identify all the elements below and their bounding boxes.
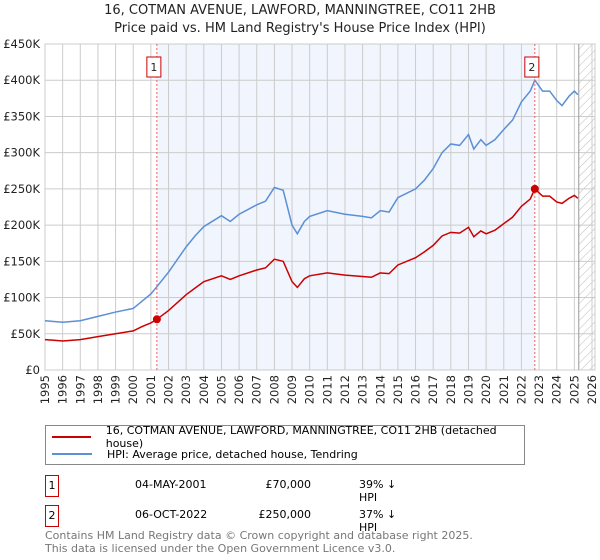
y-tick-label: £50K: [11, 327, 41, 341]
title-line: 16, COTMAN AVENUE, LAWFORD, MANNINGTREE,…: [104, 3, 496, 18]
sale-marker-label: 2: [528, 61, 535, 74]
legend-item-hpi: HPI: Average price, detached house, Tend…: [52, 446, 358, 462]
x-tick-label: 2020: [479, 375, 493, 404]
x-tick-label: 2003: [179, 375, 193, 404]
x-tick-label: 1996: [56, 375, 70, 404]
ownership-period-shade: [156, 44, 535, 370]
red-line-swatch: [52, 436, 91, 438]
subtitle-line: Price paid vs. HM Land Registry's House …: [114, 21, 486, 36]
x-tick-label: 2016: [409, 375, 423, 404]
sale-date: 06-OCT-2022: [135, 508, 208, 521]
y-tick-label: £200K: [3, 218, 40, 232]
sale-marker-badge: 2: [45, 505, 59, 527]
chart-title: 16, COTMAN AVENUE, LAWFORD, MANNINGTREE,…: [0, 2, 600, 38]
sale-marker-label: 1: [150, 61, 157, 74]
forecast-hatch: [578, 44, 595, 370]
x-tick-label: 1995: [38, 375, 52, 404]
x-tick-label: 2022: [514, 375, 528, 404]
x-tick-label: 2001: [144, 375, 158, 404]
x-tick-label: 1997: [73, 375, 87, 404]
y-tick-label: £350K: [3, 109, 40, 123]
legend-label: 16, COTMAN AVENUE, LAWFORD, MANNINGTREE,…: [105, 424, 497, 450]
sale-price: £250,000: [258, 508, 312, 521]
x-tick-label: 2006: [232, 375, 246, 404]
price-chart: 1995 1996 1997 1998 1999 2000 2001 2002 2003 2004…: [3, 37, 599, 404]
sale-marker-box: [146, 56, 162, 78]
x-tick-label: 2013: [356, 375, 370, 404]
sale-date: 04-MAY-2001: [135, 478, 207, 491]
sale-marker-badge: 1: [45, 475, 59, 497]
legend: 16, COTMAN AVENUE, LAWFORD, MANNINGTREE,…: [45, 424, 525, 465]
y-tick-label: £400K: [3, 73, 40, 87]
sale-row: 1 04-MAY-2001 £70,000 39% ↓ HPI: [45, 475, 405, 504]
y-tick-label: £0: [25, 363, 40, 377]
y-tick-label: £300K: [3, 146, 40, 160]
y-tick-label: £250K: [3, 182, 40, 196]
x-tick-label: 2008: [267, 375, 281, 404]
x-tick-label: 2007: [250, 375, 264, 404]
legend-label: HPI: Average price, detached house, Tend…: [107, 447, 358, 461]
x-tick-label: 2018: [444, 375, 458, 404]
x-tick-label: 2025: [567, 375, 581, 404]
x-tick-label: 2012: [338, 375, 352, 404]
x-tick-label: 2017: [426, 375, 440, 404]
footer-line: This data is licensed under the Open Gov…: [45, 542, 396, 555]
x-tick-label: 2010: [303, 375, 317, 404]
x-tick-label: 2024: [550, 375, 564, 404]
sale-hpi-diff: 39% ↓ HPI: [359, 478, 397, 504]
x-tick-label: 2019: [461, 375, 475, 404]
legend-item-property: 16, COTMAN AVENUE, LAWFORD, MANNINGTREE,…: [52, 424, 524, 450]
sale-hpi-diff: 37% ↓ HPI: [359, 508, 397, 534]
sale-row: 2 06-OCT-2022 £250,000 37% ↓ HPI: [45, 505, 405, 534]
x-tick-label: 2000: [126, 375, 140, 404]
x-tick-label: 2005: [214, 375, 228, 404]
x-tick-label: 2004: [197, 375, 211, 404]
x-tick-label: 2023: [532, 375, 546, 404]
sale-point: [152, 315, 161, 324]
sale-point: [530, 184, 539, 193]
sale-marker-box: [524, 56, 540, 78]
x-tick-label: 1998: [91, 375, 105, 404]
y-tick-label: £100K: [3, 291, 40, 305]
x-tick-label: 2009: [285, 375, 299, 404]
y-tick-label: £450K: [3, 37, 40, 51]
blue-line-swatch: [52, 453, 92, 455]
x-tick-label: 2026: [585, 375, 599, 404]
x-tick-label: 2002: [162, 375, 176, 404]
x-tick-label: 2015: [391, 375, 405, 404]
y-tick-label: £150K: [3, 254, 40, 268]
x-tick-label: 1999: [109, 375, 123, 404]
footer-line: Contains HM Land Registry data © Crown c…: [45, 529, 473, 542]
footer: Contains HM Land Registry data © Crown c…: [45, 529, 473, 555]
sale-price: £70,000: [265, 478, 312, 491]
hpi-line: [44, 78, 579, 323]
x-tick-label: 2014: [373, 375, 387, 404]
x-tick-label: 2011: [320, 375, 334, 404]
x-tick-label: 2021: [497, 375, 511, 404]
